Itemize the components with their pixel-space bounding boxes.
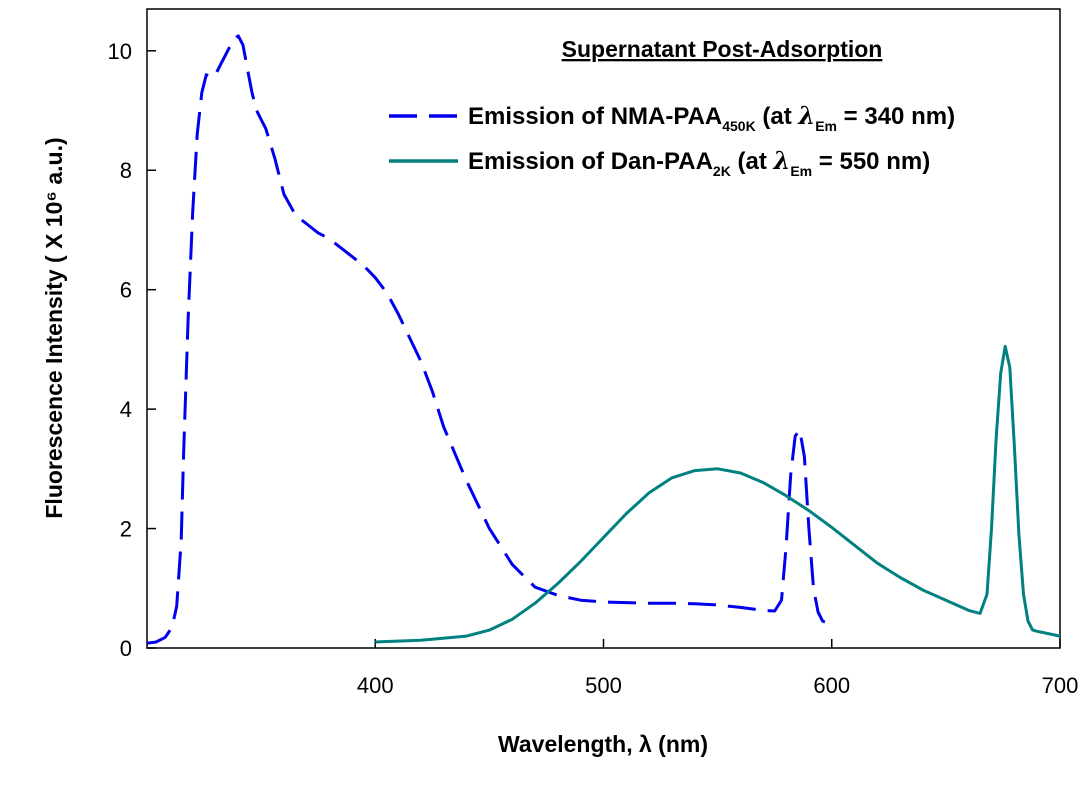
x-axis-ticks: 400 500 600 700 <box>357 639 1078 698</box>
series-line-dan <box>375 344 1061 644</box>
legend-nma-lambda-sub: Em <box>815 118 837 134</box>
legend-nma-mid: (at <box>756 103 799 130</box>
legend-nma-sub: 450K <box>722 118 755 134</box>
legend-label-nma: Emission of NMA-PAA450K (at λEm = 340 nm… <box>468 101 955 134</box>
y-tick-label: 8 <box>120 158 132 183</box>
x-tick-label: 700 <box>1042 673 1079 698</box>
y-axis-ticks: 0 2 4 6 8 10 <box>108 39 156 661</box>
legend-label-dan: Emission of Dan-PAA2K (at λEm = 550 nm) <box>468 146 930 179</box>
legend-nma-prefix: Emission of NMA-PAA <box>468 103 722 130</box>
y-tick-label: 2 <box>120 517 132 542</box>
legend-dan-mid: (at <box>731 148 774 175</box>
legend-nma-lambda: λ <box>797 101 815 130</box>
series-layer <box>146 34 1061 645</box>
legend-dan-prefix: Emission of Dan-PAA <box>468 148 713 175</box>
legend-dan-suffix: = 550 nm) <box>812 148 930 175</box>
legend-dan-lambda-sub: Em <box>790 163 812 179</box>
chart-title: Supernatant Post-Adsorption <box>562 36 883 62</box>
x-tick-label: 400 <box>357 673 394 698</box>
legend-dan-sub: 2K <box>713 163 731 179</box>
y-axis-title: Fluorescence Intensity ( X 10⁶ a.u.) <box>41 137 67 518</box>
legend-nma-suffix: = 340 nm) <box>837 103 955 130</box>
y-tick-label: 4 <box>120 397 132 422</box>
series-line-nma <box>146 34 837 645</box>
legend: Emission of NMA-PAA450K (at λEm = 340 nm… <box>389 101 955 179</box>
x-tick-label: 500 <box>585 673 622 698</box>
y-tick-label: 6 <box>120 278 132 303</box>
legend-dan-lambda: λ <box>773 146 791 175</box>
x-axis-title: Wavelength, λ (nm) <box>498 731 708 757</box>
y-tick-label: 10 <box>108 39 132 64</box>
y-tick-label: 0 <box>120 636 132 661</box>
x-tick-label: 600 <box>813 673 850 698</box>
